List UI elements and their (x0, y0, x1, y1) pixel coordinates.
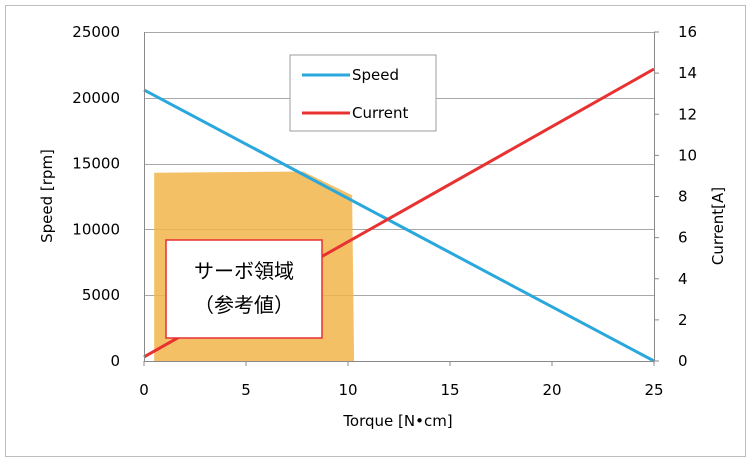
y2-tick-label: 16 (678, 23, 697, 41)
y-tick-label: 20000 (72, 89, 120, 107)
y2-tick-label: 10 (678, 146, 697, 164)
x-axis-title: Torque [N•cm] (342, 412, 452, 430)
x-tick-label: 20 (542, 381, 561, 399)
y-axis-title: Speed [rpm] (38, 149, 56, 243)
axes-layer (143, 31, 659, 366)
annotation-box: サーボ領域 （参考値） (165, 239, 323, 339)
y2-axis-title: Current[A] (709, 187, 727, 265)
y2-tick-label: 6 (678, 229, 688, 247)
series-line-speed (143, 88, 655, 363)
y2-tick-label: 4 (678, 270, 688, 288)
legend-frame (289, 54, 437, 132)
legend-current-label: Current (352, 104, 408, 122)
y-tick-label: 15000 (72, 155, 120, 173)
y2-tick-label: 12 (678, 105, 697, 123)
y2-tick-label: 0 (678, 352, 688, 370)
legend-speed-label: Speed (352, 66, 399, 84)
y-tick-label: 5000 (82, 286, 120, 304)
y2-tick-label: 14 (678, 64, 697, 82)
x-tick-label: 5 (241, 381, 251, 399)
y2-tick-label: 8 (678, 188, 688, 206)
annotation-line2: （参考値） (194, 293, 294, 317)
annotation-line1: サーボ領域 (194, 259, 294, 283)
x-tick-label: 10 (338, 381, 357, 399)
x-tick-label: 0 (139, 381, 149, 399)
annotation-frame (165, 239, 323, 339)
tick-labels: 0 5000 10000 15000 20000 25000 0 5 10 15 20 25 0 2 4 6 8… (72, 23, 697, 399)
y-tick-label: 0 (110, 352, 120, 370)
x-tick-label: 15 (440, 381, 459, 399)
y-tick-label: 10000 (72, 220, 120, 238)
x-tick-label: 25 (644, 381, 663, 399)
y-tick-label: 25000 (72, 23, 120, 41)
y2-tick-label: 2 (678, 311, 688, 329)
legend: Speed Current (289, 54, 437, 132)
